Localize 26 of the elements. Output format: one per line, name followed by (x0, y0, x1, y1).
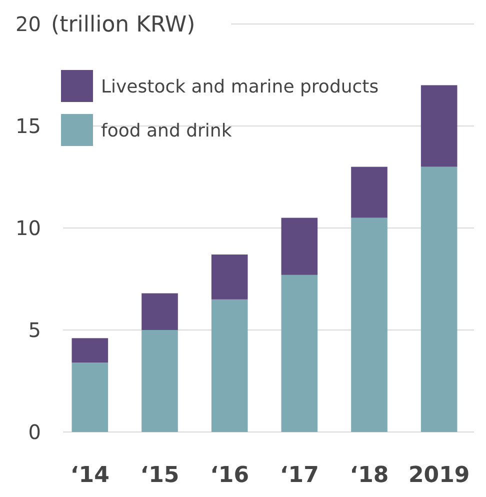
bar (420, 85, 458, 167)
y-tick-label: 15 (16, 114, 41, 138)
bar (72, 338, 108, 363)
bar (211, 299, 248, 432)
x-tick-label: ‘17 (280, 463, 319, 488)
x-tick-label: ‘16 (210, 463, 250, 488)
legend-label: Livestock and marine products (101, 76, 379, 98)
x-tick-label: ‘18 (350, 463, 389, 488)
y-tick-label: 10 (16, 216, 41, 240)
bar (281, 274, 318, 432)
bar (142, 330, 178, 432)
bar (281, 218, 318, 275)
legend-label: food and drink (101, 120, 232, 142)
y-tick-label: 0 (28, 420, 41, 444)
x-tick-label: 2019 (408, 463, 470, 488)
bar (420, 166, 458, 432)
x-tick-label: ‘15 (140, 463, 180, 488)
bar (351, 166, 388, 218)
bar (142, 293, 178, 330)
x-tick-label: ‘14 (70, 463, 110, 488)
y-axis-title: (trillion KRW) (51, 12, 196, 38)
bar (351, 218, 388, 432)
bar (72, 362, 108, 432)
bar (211, 254, 248, 300)
y-tick-label: 20 (16, 12, 41, 36)
y-tick-label: 5 (28, 318, 41, 342)
